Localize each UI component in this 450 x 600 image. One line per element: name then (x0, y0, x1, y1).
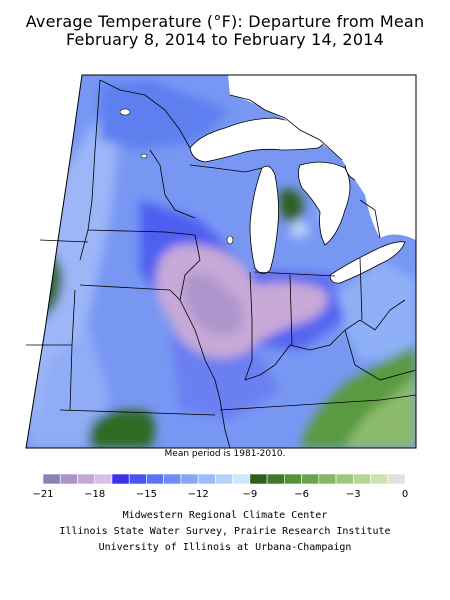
legend-bin (370, 473, 389, 485)
legend-bin (318, 473, 337, 485)
coldest-anomaly-inner (184, 273, 243, 335)
legend-tick-label: −15 (136, 489, 157, 500)
legend-bin (111, 473, 130, 485)
legend-bin (387, 473, 406, 485)
legend-bin (59, 473, 78, 485)
kentucky-tennessee-border (219, 394, 417, 411)
legend-bin (266, 473, 285, 485)
nebraska-dakota-border (39, 239, 89, 243)
illinois-indiana-border (244, 271, 253, 381)
mean-period-note: Mean period is 1981-2010. (164, 449, 286, 459)
coldest-anomaly-core (155, 244, 328, 359)
canada-border (229, 94, 343, 161)
michigan-south-border (254, 271, 336, 277)
darker-blue-north (100, 80, 230, 150)
ohio-river (244, 319, 361, 381)
legend-bin (301, 473, 320, 485)
legend-bins (42, 473, 406, 485)
mid-blue-south (170, 330, 280, 420)
minnesota-north-border (99, 79, 191, 149)
map-subtitle: February 8, 2014 to February 14, 2014 (66, 30, 384, 49)
green-south-center (88, 409, 155, 448)
credit-line-3: University of Illinois at Urbana-Champai… (98, 542, 352, 553)
light-green-southeast (345, 375, 416, 448)
green-michigan-north (279, 188, 304, 224)
missouri-arkansas-border (59, 409, 216, 416)
legend-bin (94, 473, 113, 485)
legend-bin (232, 473, 251, 485)
legend-tick-label: 0 (402, 489, 408, 500)
legend-bin (180, 473, 199, 485)
legend-bin (249, 473, 268, 485)
legend-bin (284, 473, 302, 485)
credit-line-1: Midwestern Regional Climate Center (122, 510, 328, 521)
indiana-ohio-border (289, 274, 293, 346)
map-title: Average Temperature (°F): Departure from… (25, 12, 425, 31)
legend-bin (146, 473, 164, 485)
legend-tick-label: −6 (294, 489, 309, 500)
lake-red (119, 108, 131, 116)
light-blue-east (330, 260, 416, 360)
legend-bin (42, 473, 61, 485)
minnesota-wisconsin-border (149, 149, 196, 219)
lake-michigan (249, 165, 279, 274)
legend-tick-label: −3 (346, 489, 361, 500)
lake-huron (298, 161, 351, 246)
map-outline (25, 74, 417, 449)
legend-tick-label: −21 (32, 489, 53, 500)
legend-tick-label: −9 (242, 489, 257, 500)
legend-tick-label: −12 (188, 489, 209, 500)
legend-bin (352, 473, 371, 485)
ohio-pennsylvania-border (359, 257, 363, 321)
legend-bin (163, 473, 182, 485)
lake-superior (189, 117, 325, 163)
legend-bin (128, 473, 147, 485)
west-virginia-border (359, 299, 406, 331)
legend-bin (77, 473, 96, 485)
legend-bin (197, 473, 216, 485)
legend-ticks: −21 −18 −15 −12 −9 −6 −3 0 (32, 489, 408, 500)
credit-line-2: Illinois State Water Survey, Prairie Res… (59, 526, 391, 537)
small-lakes (119, 108, 234, 245)
iowa-south-border (79, 284, 181, 301)
kentucky-virginia-border (344, 329, 417, 381)
canada-blank-area (228, 75, 416, 240)
mississippi-river-border (179, 234, 231, 449)
light-blue-michigan (290, 219, 310, 239)
ontario-border (359, 199, 381, 239)
iowa-north-border (87, 229, 196, 236)
lake-erie (329, 241, 406, 284)
minnesota-dakota-border (91, 79, 101, 201)
legend-bin (335, 473, 354, 485)
legend-bin (215, 473, 233, 485)
state-boundaries (26, 79, 417, 449)
light-blue-southwest (30, 330, 110, 448)
great-lakes (189, 117, 406, 284)
michigan-up-border (189, 164, 263, 173)
lake-mille-lacs (140, 153, 148, 159)
lake-winnebago (226, 235, 234, 245)
legend-tick-label: −18 (84, 489, 105, 500)
